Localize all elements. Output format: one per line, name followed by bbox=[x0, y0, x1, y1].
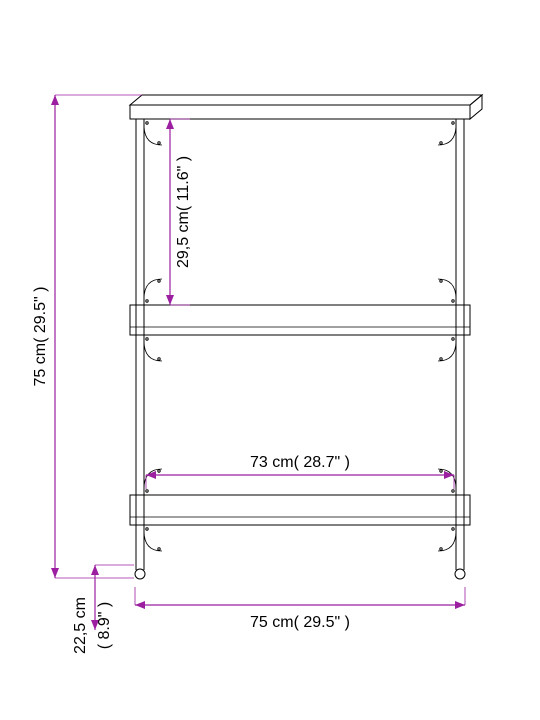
dim-inner-width: 73 cm( 28.7" ) bbox=[250, 454, 350, 471]
dim-overall-width: 75 cm( 29.5" ) bbox=[250, 614, 350, 631]
dim-depth-1: 22,5 cm bbox=[72, 597, 89, 654]
dim-depth-2: ( 8.9" ) bbox=[96, 602, 113, 649]
dim-overall-height: 75 cm( 29.5" ) bbox=[32, 287, 49, 387]
dim-top-gap: 29,5 cm( 11.6" ) bbox=[175, 156, 192, 268]
